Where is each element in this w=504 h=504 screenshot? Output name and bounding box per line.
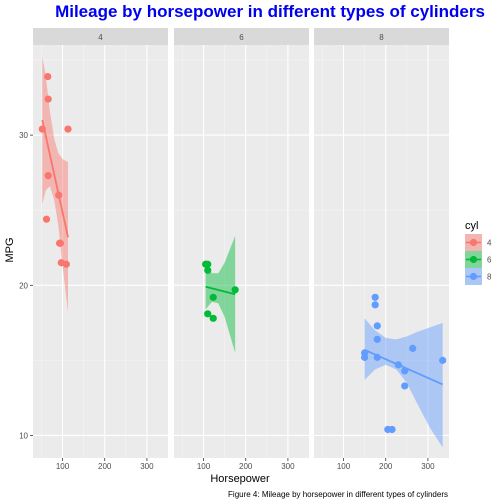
regression-line: [205, 285, 236, 296]
data-point: [38, 125, 46, 133]
facet-strip-label: 6: [239, 33, 244, 42]
x-tick-label: 100: [337, 462, 351, 471]
x-tick-label: 300: [140, 462, 154, 471]
x-axis-label: Horsepower: [210, 473, 270, 485]
data-point: [56, 239, 65, 247]
legend-label: 4: [487, 239, 492, 248]
legend-key-point: [469, 238, 478, 247]
data-point: [401, 367, 409, 375]
legend: cyl 4 6 8: [465, 220, 492, 285]
legend-key-8: 8: [465, 268, 492, 285]
facet-strip: [314, 28, 449, 45]
facet-panel-8: 8 100 200 300: [314, 28, 449, 471]
data-point: [361, 353, 369, 361]
data-point: [44, 172, 52, 180]
x-tick-label: 200: [239, 462, 253, 471]
data-point: [209, 314, 217, 322]
y-tick-label: 20: [19, 281, 28, 290]
data-point: [62, 260, 70, 268]
panel-background: [33, 45, 168, 458]
data-point: [209, 293, 217, 301]
confidence-band: [364, 318, 443, 448]
legend-label: 6: [487, 256, 492, 265]
chart-title: Mileage by horsepower in different types…: [55, 2, 485, 21]
y-tick-label: 10: [19, 431, 28, 440]
panel-background: [314, 45, 449, 458]
legend-key-4: 4: [465, 234, 492, 251]
facet-strip-label: 4: [98, 33, 103, 42]
regression-line: [41, 119, 69, 238]
data-point: [373, 335, 381, 343]
confidence-band: [205, 235, 236, 353]
x-tick-label: 200: [379, 462, 393, 471]
data-point: [371, 301, 379, 309]
legend-key-6: 6: [465, 251, 492, 268]
data-point: [44, 95, 52, 103]
data-point: [409, 344, 417, 352]
figure-caption: Figure 4: Mileage by horsepower in diffe…: [228, 490, 448, 499]
data-point: [373, 353, 381, 361]
data-point: [373, 322, 381, 330]
data-point: [202, 260, 210, 268]
data-point: [42, 215, 51, 223]
data-point: [231, 286, 239, 294]
data-point: [388, 425, 396, 434]
panel-background: [174, 45, 309, 458]
x-tick-label: 100: [197, 462, 211, 471]
facet-panel-6: 6 100 200 300: [174, 28, 309, 471]
y-axis-label: MPG: [4, 237, 16, 262]
legend-key-point: [469, 272, 478, 281]
y-tick-label: 30: [19, 131, 28, 140]
y-axis: 10 20 30: [19, 131, 33, 440]
x-tick-label: 200: [98, 462, 112, 471]
facet-panels: 4 100 200 300 6 100 200 300 8 100 200 300: [33, 28, 449, 471]
x-tick-label: 300: [281, 462, 295, 471]
legend-label: 8: [487, 273, 492, 282]
legend-title: cyl: [465, 220, 478, 232]
data-point: [439, 356, 447, 364]
data-point: [64, 125, 72, 133]
x-tick-label: 300: [421, 462, 435, 471]
facet-strip: [33, 28, 168, 45]
data-point: [204, 266, 212, 274]
data-point: [55, 191, 63, 199]
data-point: [371, 293, 379, 301]
confidence-band: [42, 57, 69, 313]
data-point: [44, 72, 52, 81]
facet-panel-4: 4 100 200 300: [33, 28, 168, 471]
data-point: [401, 382, 409, 390]
data-point: [394, 361, 402, 369]
facet-strip: [174, 28, 309, 45]
x-tick-label: 100: [56, 462, 70, 471]
legend-key-point: [469, 255, 478, 264]
data-point: [204, 310, 212, 318]
facet-strip-label: 8: [379, 33, 384, 42]
